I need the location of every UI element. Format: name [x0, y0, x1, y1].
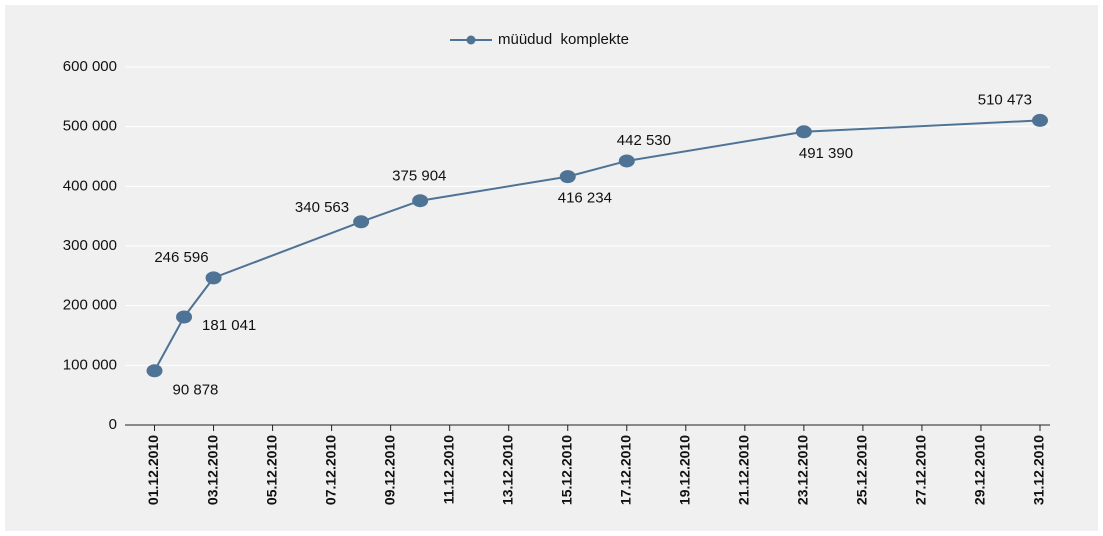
data-label: 416 234 [558, 190, 612, 207]
x-tick-label: 27.12.2010 [913, 435, 929, 505]
data-label: 181 041 [202, 317, 256, 334]
x-tick-label: 29.12.2010 [972, 435, 988, 505]
x-tick-label: 05.12.2010 [263, 435, 279, 505]
point [205, 271, 222, 285]
x-tick-label: 19.12.2010 [677, 435, 693, 505]
data-label: 375 904 [392, 168, 446, 185]
x-tick-label: 07.12.2010 [322, 435, 338, 505]
x-tick-label: 21.12.2010 [736, 435, 752, 505]
data-label: 90 878 [173, 382, 219, 399]
data-label: 340 563 [295, 199, 349, 216]
x-tick-label: 03.12.2010 [204, 435, 220, 505]
data-label: 246 596 [154, 249, 208, 266]
y-tick-label: 200 000 [63, 297, 117, 314]
point [559, 170, 576, 184]
x-tick-label: 15.12.2010 [558, 435, 574, 505]
y-tick-label: 100 000 [63, 356, 117, 373]
x-tick-label: 31.12.2010 [1031, 435, 1047, 505]
x-tick-label: 23.12.2010 [795, 435, 811, 505]
y-tick-label: 400 000 [63, 177, 117, 194]
chart-background [5, 5, 1098, 531]
x-tick-label: 09.12.2010 [381, 435, 397, 505]
y-tick-label: 600 000 [63, 58, 117, 75]
data-label: 491 390 [799, 145, 853, 162]
point [1031, 113, 1048, 127]
data-label: 442 530 [617, 132, 671, 149]
data-label: 510 473 [978, 91, 1032, 108]
x-tick-label: 17.12.2010 [617, 435, 633, 505]
point [795, 125, 812, 139]
legend-label: müüdud komplekte [498, 31, 629, 48]
point [176, 310, 193, 324]
y-tick-label: 300 000 [63, 237, 117, 254]
x-tick-label: 13.12.2010 [499, 435, 515, 505]
y-tick-label: 0 [109, 416, 117, 433]
point [146, 364, 163, 378]
y-tick-label: 500 000 [63, 118, 117, 135]
legend-marker [466, 35, 476, 45]
point [412, 194, 429, 208]
x-tick-label: 25.12.2010 [854, 435, 870, 505]
point [618, 154, 635, 168]
x-tick-label: 11.12.2010 [440, 435, 456, 505]
point [353, 215, 370, 229]
x-tick-label: 01.12.2010 [145, 435, 161, 505]
